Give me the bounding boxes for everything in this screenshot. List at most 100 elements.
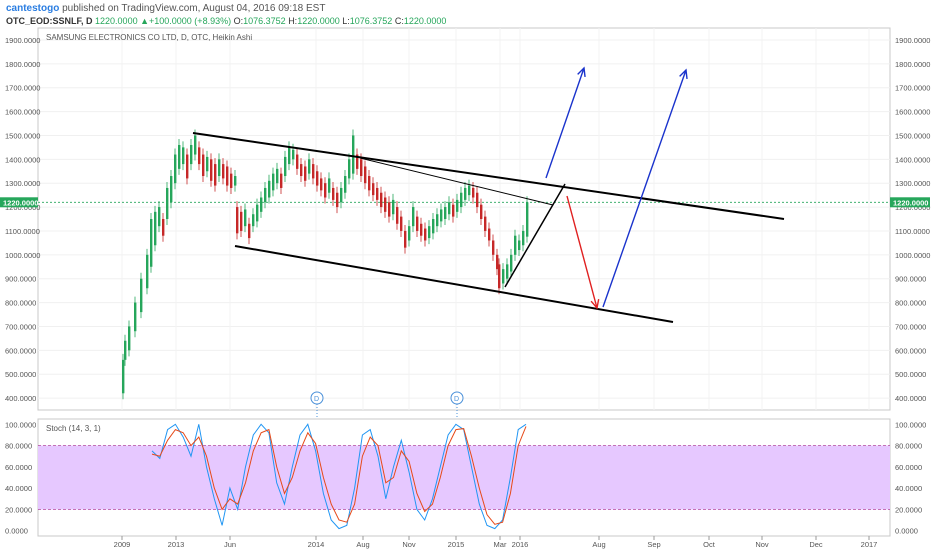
candle-body[interactable] xyxy=(226,166,229,186)
candle-body[interactable] xyxy=(304,166,307,181)
candle-body[interactable] xyxy=(198,147,201,165)
candle-body[interactable] xyxy=(210,159,213,181)
rising-support-line[interactable] xyxy=(504,183,566,288)
candle-body[interactable] xyxy=(122,359,125,394)
candle-body[interactable] xyxy=(206,156,209,172)
candle-body[interactable] xyxy=(348,159,351,179)
candle-body[interactable] xyxy=(182,147,185,165)
candle-body[interactable] xyxy=(522,230,525,246)
candle-body[interactable] xyxy=(324,183,327,198)
candle-body[interactable] xyxy=(174,154,177,184)
candle-body[interactable] xyxy=(464,187,467,200)
candle-body[interactable] xyxy=(432,219,435,234)
candle-body[interactable] xyxy=(502,269,505,284)
candle-body[interactable] xyxy=(456,199,459,212)
candle-body[interactable] xyxy=(260,197,263,212)
candle-body[interactable] xyxy=(360,159,363,177)
candle-body[interactable] xyxy=(202,154,205,177)
time-axis[interactable]: 2009 2013 Jun 2014 Aug Nov 2015 Mar 2016 Aug Sep Oc… xyxy=(114,536,878,549)
candle-body[interactable] xyxy=(440,209,443,222)
candle-body[interactable] xyxy=(218,159,221,177)
candle-body[interactable] xyxy=(424,228,427,241)
candle-body[interactable] xyxy=(420,223,423,236)
candle-body[interactable] xyxy=(436,214,439,227)
candle-body[interactable] xyxy=(194,135,197,155)
candle-body[interactable] xyxy=(452,204,455,217)
candle-body[interactable] xyxy=(498,264,501,289)
candle-body[interactable] xyxy=(400,216,403,231)
candle-body[interactable] xyxy=(134,302,137,332)
candle-body[interactable] xyxy=(166,187,169,219)
candle-body[interactable] xyxy=(526,202,529,237)
candle-body[interactable] xyxy=(268,180,271,198)
candle-body[interactable] xyxy=(336,192,339,208)
candle-body[interactable] xyxy=(256,204,259,222)
candle-body[interactable] xyxy=(158,207,161,227)
candle-body[interactable] xyxy=(480,204,483,219)
candle-body[interactable] xyxy=(280,173,283,188)
candle-body[interactable] xyxy=(518,240,521,251)
resistance-line[interactable] xyxy=(359,157,554,206)
lower-channel-line[interactable] xyxy=(234,245,674,323)
candle-body[interactable] xyxy=(506,264,509,279)
candle-body[interactable] xyxy=(328,178,331,193)
candle-body[interactable] xyxy=(150,219,153,267)
candle-body[interactable] xyxy=(388,202,391,217)
candle-body[interactable] xyxy=(190,144,193,165)
candle-body[interactable] xyxy=(412,207,415,227)
candle-body[interactable] xyxy=(320,178,323,191)
candle-body[interactable] xyxy=(510,254,513,272)
candle-body[interactable] xyxy=(300,164,303,177)
candle-body[interactable] xyxy=(296,154,299,169)
candle-body[interactable] xyxy=(368,176,371,191)
candle-body[interactable] xyxy=(404,230,407,248)
candle-body[interactable] xyxy=(372,183,375,196)
candle-body[interactable] xyxy=(214,164,217,186)
candle-body[interactable] xyxy=(484,216,487,231)
candle-body[interactable] xyxy=(472,187,475,198)
candle-body[interactable] xyxy=(384,197,387,212)
candle-body[interactable] xyxy=(344,176,347,193)
candle-body[interactable] xyxy=(468,185,471,196)
candle-body[interactable] xyxy=(162,219,165,236)
candle-body[interactable] xyxy=(252,214,255,227)
candle-body[interactable] xyxy=(244,209,247,227)
price-axis-right[interactable]: 1900.0000 1800.0000 1700.0000 1600.0000 1500… xyxy=(895,36,930,403)
candle-body[interactable] xyxy=(364,166,367,184)
candle-body[interactable] xyxy=(128,326,131,351)
candle-body[interactable] xyxy=(492,240,495,255)
candle-body[interactable] xyxy=(186,154,189,179)
candle-body[interactable] xyxy=(380,192,383,208)
author-name[interactable]: cantestogo xyxy=(6,3,60,14)
candle-body[interactable] xyxy=(222,164,225,179)
upper-channel-line[interactable] xyxy=(192,132,785,220)
candle-body[interactable] xyxy=(376,187,379,200)
candle-body[interactable] xyxy=(312,164,315,179)
candle-body[interactable] xyxy=(124,340,127,360)
candle-body[interactable] xyxy=(140,278,143,313)
candle-body[interactable] xyxy=(248,223,251,239)
candle-body[interactable] xyxy=(416,216,419,231)
candle-body[interactable] xyxy=(276,168,279,184)
candle-body[interactable] xyxy=(352,135,355,174)
candle-body[interactable] xyxy=(146,254,149,289)
candle-body[interactable] xyxy=(240,211,243,231)
candle-body[interactable] xyxy=(396,207,399,224)
candle-body[interactable] xyxy=(356,154,359,169)
candle-body[interactable] xyxy=(264,187,267,203)
candle-body[interactable] xyxy=(178,144,181,169)
candle-body[interactable] xyxy=(230,173,233,188)
candles[interactable] xyxy=(122,129,529,400)
candle-body[interactable] xyxy=(292,149,295,160)
event-marker-2[interactable]: D xyxy=(450,391,464,405)
projection-arrow-up-2[interactable] xyxy=(602,68,688,308)
candle-body[interactable] xyxy=(340,187,343,203)
candle-body[interactable] xyxy=(332,187,335,200)
candle-body[interactable] xyxy=(476,192,479,208)
candle-body[interactable] xyxy=(170,176,173,203)
candle-body[interactable] xyxy=(514,235,517,255)
candle-body[interactable] xyxy=(236,207,239,234)
candle-body[interactable] xyxy=(460,192,463,208)
candle-body[interactable] xyxy=(288,147,291,165)
